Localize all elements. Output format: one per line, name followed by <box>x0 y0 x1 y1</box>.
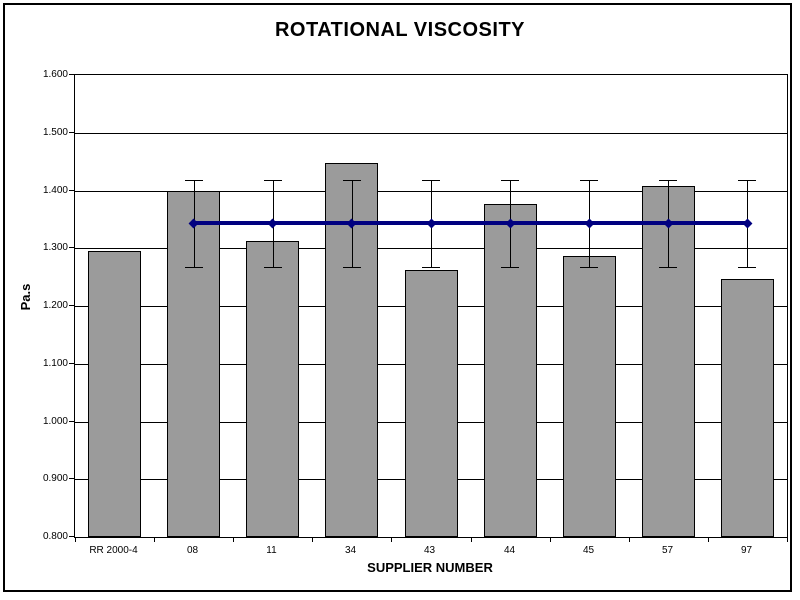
x-tick-mark <box>787 538 788 542</box>
error-bar-cap-bottom <box>185 267 203 268</box>
chart-border <box>3 3 792 592</box>
y-tick-label: 1.000 <box>42 416 68 427</box>
error-bar-cap-bottom <box>264 267 282 268</box>
reference-line <box>194 221 748 225</box>
x-category-label: 97 <box>740 545 753 556</box>
reference-line-marker <box>742 218 753 229</box>
error-bar-cap-bottom <box>659 267 677 268</box>
bar <box>88 251 141 537</box>
error-bar-cap-bottom <box>422 267 440 268</box>
x-axis-title: SUPPLIER NUMBER <box>367 560 493 575</box>
y-tick-label: 0.800 <box>42 531 68 542</box>
y-tick-mark <box>69 190 74 191</box>
y-axis-title: Pa.s <box>18 283 33 311</box>
error-bar-cap-top <box>422 180 440 181</box>
y-tick-mark <box>69 536 74 537</box>
x-category-label: 43 <box>423 545 436 556</box>
y-tick-mark <box>69 478 74 479</box>
y-tick-label: 1.300 <box>42 242 68 253</box>
x-tick-mark <box>550 538 551 542</box>
y-tick-label: 1.200 <box>42 300 68 311</box>
x-tick-mark <box>312 538 313 542</box>
x-tick-mark <box>708 538 709 542</box>
error-bar-cap-top <box>659 180 677 181</box>
error-bar-cap-bottom <box>580 267 598 268</box>
error-bar-cap-bottom <box>738 267 756 268</box>
y-tick-label: 1.100 <box>42 358 68 369</box>
bar <box>167 191 220 537</box>
plot-area <box>74 74 788 542</box>
x-tick-mark <box>471 538 472 542</box>
error-bar-cap-top <box>501 180 519 181</box>
y-tick-mark <box>69 247 74 248</box>
x-category-label: 45 <box>582 545 595 556</box>
y-tick-label: 1.600 <box>42 69 68 80</box>
bar <box>246 241 299 537</box>
y-tick-label: 1.500 <box>42 127 68 138</box>
y-tick-label: 0.900 <box>42 473 68 484</box>
x-tick-mark <box>233 538 234 542</box>
x-tick-mark <box>154 538 155 542</box>
bar <box>563 256 616 537</box>
x-tick-mark <box>391 538 392 542</box>
y-tick-mark <box>69 132 74 133</box>
bar <box>405 270 458 537</box>
y-tick-mark <box>69 74 74 75</box>
y-tick-mark <box>69 305 74 306</box>
error-bar-cap-top <box>580 180 598 181</box>
y-tick-mark <box>69 421 74 422</box>
error-bar-cap-top <box>343 180 361 181</box>
x-tick-mark <box>629 538 630 542</box>
chart-title: ROTATIONAL VISCOSITY <box>274 19 525 41</box>
y-tick-mark <box>69 363 74 364</box>
error-bar-cap-bottom <box>343 267 361 268</box>
x-category-label: 08 <box>186 545 199 556</box>
y-tick-label: 1.400 <box>42 185 68 196</box>
error-bar-cap-top <box>264 180 282 181</box>
x-category-label: RR 2000-4 <box>89 545 138 556</box>
x-category-label: 57 <box>661 545 674 556</box>
x-tick-mark <box>75 538 76 542</box>
gridline <box>75 133 787 134</box>
error-bar-cap-bottom <box>501 267 519 268</box>
x-category-label: 34 <box>344 545 357 556</box>
x-category-label: 44 <box>503 545 516 556</box>
error-bar-cap-top <box>185 180 203 181</box>
bar <box>721 279 774 537</box>
error-bar-cap-top <box>738 180 756 181</box>
x-category-label: 11 <box>266 545 277 556</box>
